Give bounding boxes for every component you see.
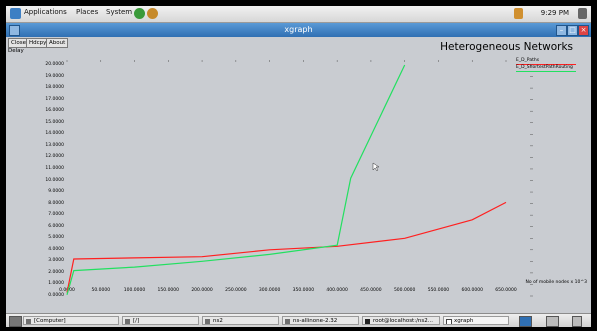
y-tick-label: 13.0000 xyxy=(45,142,64,148)
volume-icon[interactable] xyxy=(578,8,587,19)
browser-icon[interactable] xyxy=(134,8,145,19)
y-tick-label: 3.0000 xyxy=(48,258,64,264)
bottom-taskbar: [Computer] [/] ns2 ns-allinone-2.32 root… xyxy=(6,313,591,327)
minimize-button[interactable]: – xyxy=(556,25,567,36)
update-notifier-icon[interactable] xyxy=(514,8,523,19)
workspace-2[interactable] xyxy=(546,316,559,327)
maximize-button[interactable]: □ xyxy=(567,25,578,36)
trash-icon[interactable] xyxy=(572,316,582,327)
folder-icon xyxy=(26,319,31,324)
task-ns2[interactable]: ns2 xyxy=(202,316,279,325)
foot-icon[interactable] xyxy=(10,8,21,19)
plot-area xyxy=(66,60,533,297)
places-menu[interactable]: Places xyxy=(76,8,99,16)
xgraph-toolbar: Close Hdcpy About xyxy=(6,37,591,48)
system-menu[interactable]: System xyxy=(106,8,133,16)
series-line-0 xyxy=(66,201,507,293)
y-tick-label: 12.0000 xyxy=(45,154,64,160)
folder-icon xyxy=(205,319,210,324)
task-ns-allinone[interactable]: ns-allinone-2.32 xyxy=(282,316,359,325)
legend-entry-red: E_D_Paths xyxy=(516,58,540,63)
x-tick-label: 100.0000 xyxy=(123,288,146,293)
desktop-screen: Applications Places System 9:29 PM xgrap… xyxy=(6,6,591,327)
folder-icon xyxy=(125,319,130,324)
show-desktop-icon[interactable] xyxy=(9,316,22,327)
x-tick-label: 650.0000 xyxy=(495,288,517,293)
y-tick-label: 19.0000 xyxy=(45,73,64,79)
task-root-folder[interactable]: [/] xyxy=(122,316,199,325)
workspace-1[interactable] xyxy=(519,316,532,327)
y-tick-label: 20.0000 xyxy=(45,62,64,67)
y-tick-label: 17.0000 xyxy=(45,96,64,102)
x-tick-label: 50.0000 xyxy=(91,288,111,293)
close-window-button[interactable]: × xyxy=(578,25,589,36)
applications-menu[interactable]: Applications xyxy=(24,8,67,16)
mouse-cursor-icon xyxy=(372,162,380,172)
x-tick-label: 150.0000 xyxy=(157,288,180,293)
x-tick-label: 200.0000 xyxy=(191,288,213,293)
y-tick-label: 1.0000 xyxy=(48,281,64,287)
y-tick-label: 14.0000 xyxy=(45,131,64,137)
series-line-1 xyxy=(66,64,406,295)
y-axis-label: Delay xyxy=(8,48,24,54)
y-tick-label: 5.0000 xyxy=(48,235,64,241)
x-tick-label: 300.0000 xyxy=(258,288,281,293)
window-titlebar[interactable]: xgraph – □ × xyxy=(6,23,591,37)
y-tick-label: 8.0000 xyxy=(48,200,64,206)
window-title: xgraph xyxy=(284,25,313,34)
mail-icon[interactable] xyxy=(147,8,158,19)
legend-line-green xyxy=(516,71,576,72)
y-tick-label: 16.0000 xyxy=(45,108,64,114)
clock[interactable]: 9:29 PM xyxy=(540,9,569,17)
chart-title: Heterogeneous Networks xyxy=(440,41,573,53)
legend-entry-green: E_D_ShortestPathRouting xyxy=(516,65,573,70)
x-tick-label: 400.0000 xyxy=(326,288,348,293)
folder-icon xyxy=(285,319,290,324)
legend-line-red xyxy=(516,64,576,65)
y-tick-label: 4.0000 xyxy=(48,246,64,252)
y-tick-label: 7.0000 xyxy=(48,212,64,218)
about-button[interactable]: About xyxy=(46,38,69,48)
x-tick-label: 450.0000 xyxy=(360,288,382,293)
y-tick-label: 9.0000 xyxy=(48,189,64,195)
y-tick-label: 6.0000 xyxy=(48,223,64,229)
x-tick-label: 500.0000 xyxy=(393,288,416,293)
x-tick-label: 550.0000 xyxy=(427,288,450,293)
task-xgraph[interactable]: xgraph xyxy=(443,316,509,325)
x-tick-label: 250.0000 xyxy=(225,288,247,293)
y-tick-label: 11.0000 xyxy=(45,165,64,171)
y-tick-label: 10.0000 xyxy=(45,177,64,183)
y-tick-label: 15.0000 xyxy=(45,119,64,125)
x-tick-label: 350.0000 xyxy=(292,288,315,293)
task-terminal[interactable]: root@localhost:/ns2... xyxy=(362,316,440,325)
window-icon xyxy=(446,319,452,324)
y-tick-label: 18.0000 xyxy=(45,85,64,91)
top-panel: Applications Places System 9:29 PM xyxy=(6,6,591,23)
y-tick-label: 0.0000 xyxy=(48,293,64,298)
task-computer[interactable]: [Computer] xyxy=(23,316,119,325)
terminal-icon xyxy=(365,319,370,324)
window-menu-icon[interactable] xyxy=(9,25,20,36)
x-tick-label: 600.0000 xyxy=(461,288,483,293)
y-tick-label: 2.0000 xyxy=(48,269,64,275)
x-axis-label: No of mobile nodes x 10^3 xyxy=(525,280,587,285)
